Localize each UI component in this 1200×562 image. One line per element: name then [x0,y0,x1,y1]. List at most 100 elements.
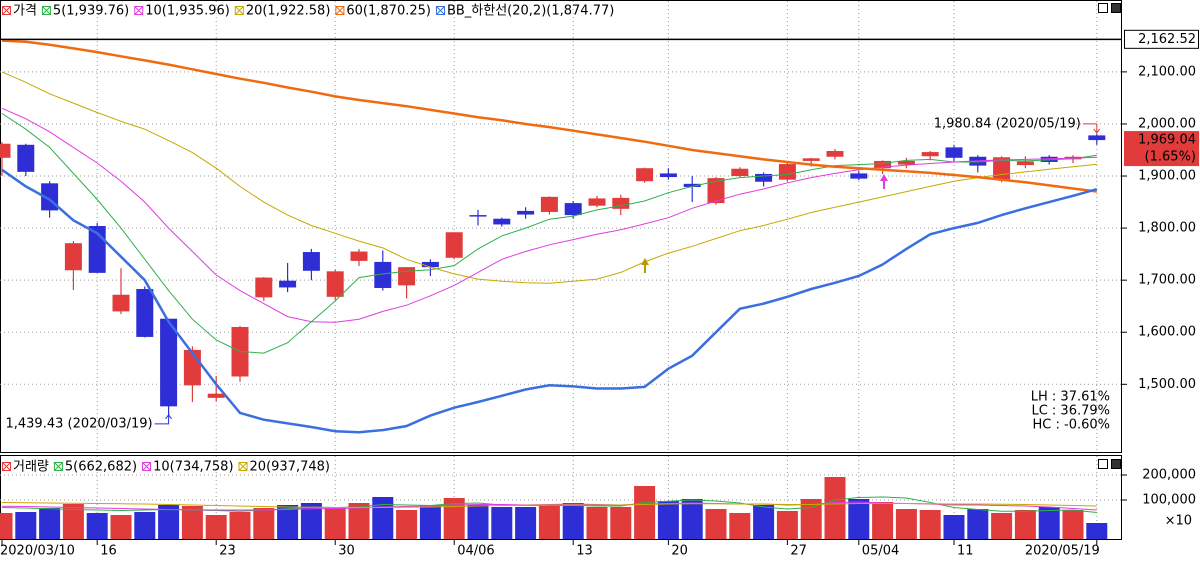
legend-label: 20(1,922.58) [246,4,331,19]
low-annotation: 1,439.43 (2020/03/19) [5,416,152,431]
volume-bar [848,499,870,539]
legend-icon [41,6,51,15]
legend-label: 60(1,870.25) [346,4,431,19]
volume-bar [586,507,608,539]
volume-bar [967,509,989,539]
grid [0,1,1122,539]
y-tick-label: 1,900.00 [1138,169,1196,184]
candle-body [160,318,178,407]
window-buttons[interactable] [1098,3,1121,469]
legend-icon [42,6,51,15]
volume-bar [705,509,727,539]
y-tick-label: 2,000.00 [1138,116,1196,131]
candle-body [517,210,535,215]
high-annotation: 1,980.84 (2020/05/19) [934,116,1081,131]
volume-bar [396,510,418,539]
volume-bar [919,510,941,539]
x-tick-label: 27 [790,544,807,559]
volume-bar [562,503,584,539]
volume-bar [895,509,917,539]
candle-body [421,261,439,268]
volume-bar [681,499,703,539]
volume-bar [943,515,965,539]
candle-body [493,218,511,225]
maximize-button[interactable] [1111,459,1121,469]
minimize-button[interactable] [1098,459,1108,469]
volume-bar [753,505,775,539]
candle-body [279,280,297,288]
y-tick-label: 200,000 [1142,468,1196,483]
legend-icon [53,462,63,471]
legend-icon [238,462,248,471]
legend-label: 거래량 [13,460,49,475]
legend-icon [54,462,63,471]
indicator-line [1,113,1097,354]
minimize-button[interactable] [1098,3,1108,13]
candle-body [659,173,677,178]
price-plot [0,39,1106,434]
x-tick-label: 11 [957,544,974,559]
volume-bar [419,505,441,539]
x-tick-label: 2020/05/19 [1025,544,1100,559]
candle-body [755,173,773,182]
volume-plot [0,477,1108,539]
volume-bar [181,506,203,539]
candle-body [778,164,796,180]
stat-label: HC : -0.60% [1033,418,1111,433]
candle-body [802,158,820,161]
volume-bar [991,513,1013,539]
y-tick-label: 100,000 [1142,493,1196,508]
candle-body [707,178,725,204]
candle-body [183,349,201,386]
volume-bar [0,513,13,539]
x-tick-label: 16 [100,544,117,559]
candle-body [374,261,392,288]
reference-label: 2,162.52 [1138,32,1196,47]
legend-label: 가격 [13,4,37,19]
legend-icon [2,462,11,471]
legend-icon [435,6,445,15]
volume-bar [515,507,537,539]
volume-bar [872,502,894,539]
legend-icon [142,462,152,471]
candle-body [398,267,416,286]
legend-icon [2,462,11,471]
legend-label: 10(734,758) [153,460,233,475]
candle-body [874,160,892,169]
volume-bar [324,508,346,539]
volume-bar [300,503,322,539]
volume-frame [0,455,1122,540]
volume-bar [39,508,61,539]
indicator-line [1,107,1097,323]
x-tick-label: 04/06 [457,544,494,559]
candle-body [683,183,701,187]
indicator-line [1,71,1097,284]
maximize-button[interactable] [1111,3,1121,13]
candle-body [0,143,11,158]
volume-bar [205,515,227,539]
legend-label: 5(1,939.76) [53,4,129,19]
volume-bar [1014,510,1036,539]
candle-body [255,277,273,298]
candle-body [826,151,844,157]
volume-bar [538,505,560,539]
volume-bar [110,515,132,539]
x-tick-label: 13 [576,544,593,559]
volume-bar [86,513,108,539]
candle-body [540,196,558,212]
candle-body [612,197,630,209]
price-frame [0,0,1122,453]
volume-bar [253,508,275,539]
y-tick-label: 2,100.00 [1138,64,1196,79]
volume-unit: ×10 [1165,514,1192,529]
stat-label: LC : 36.79% [1031,404,1110,419]
volume-bar [372,497,394,539]
volume-bar [443,498,465,539]
legend-icon [234,6,244,15]
x-tick-label: 23 [219,544,236,559]
volume-bar [229,512,251,539]
x-tick-label: 30 [338,544,355,559]
candle-body [64,243,82,271]
